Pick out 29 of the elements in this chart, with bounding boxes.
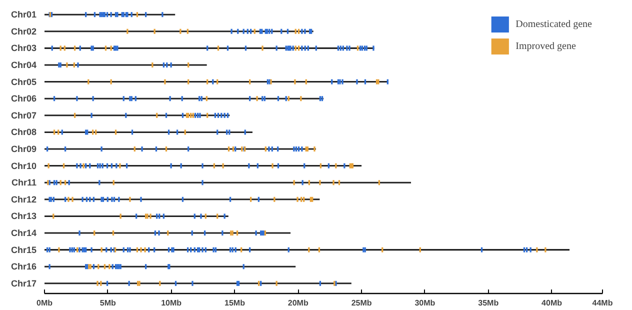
x-tick-label: 10Mb <box>161 298 182 308</box>
y-tick-label: Chr04 <box>10 60 37 70</box>
y-tick-label: Chr08 <box>10 127 37 138</box>
y-tick-label: Chr02 <box>10 26 37 36</box>
y-tick-label: Chr16 <box>10 262 37 272</box>
y-tick-label: Chr09 <box>10 144 37 154</box>
y-tick-label: Chr10 <box>10 160 37 171</box>
x-tick-label: 44Mb <box>592 298 613 308</box>
legend-label: Improved gene <box>516 40 576 52</box>
x-tick-label: 25Mb <box>351 298 372 308</box>
x-tick-label: 20Mb <box>288 298 308 308</box>
y-tick-label: Chr05 <box>10 76 37 87</box>
y-tick-label: Chr14 <box>10 228 37 238</box>
y-tick-label: Chr07 <box>10 110 37 120</box>
x-tick-label: 35Mb <box>478 298 499 308</box>
legend-label: Domesticated gene <box>516 18 592 30</box>
y-tick-label: Chr17 <box>10 278 37 288</box>
x-tick-label: 30Mb <box>414 298 436 308</box>
x-tick-label: 15Mb <box>224 298 246 308</box>
y-tick-label: Chr11 <box>11 178 36 188</box>
y-tick-label: Chr03 <box>10 43 37 54</box>
x-tick-label: 5Mb <box>100 298 116 308</box>
y-tick-label: Chr15 <box>10 244 37 255</box>
y-tick-label: Chr13 <box>10 211 37 222</box>
x-tick-label: 0Mb <box>36 298 53 308</box>
y-tick-label: Chr06 <box>10 94 37 104</box>
y-tick-label: Chr12 <box>10 194 37 204</box>
x-tick-label: 40Mb <box>542 298 562 308</box>
y-tick-label: Chr01 <box>10 10 37 20</box>
